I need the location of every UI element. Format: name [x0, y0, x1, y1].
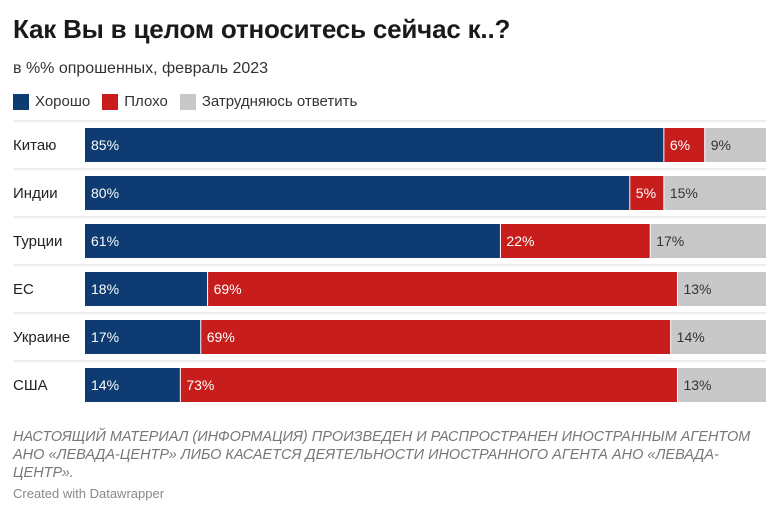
bar-segment: [704, 128, 766, 162]
stacked-bar-chart: Китаю 85% 6% 9% Индии 80% 5% 15% Турции 61% 22% 17%…: [13, 120, 766, 402]
bar-segment: [663, 128, 705, 162]
bar-segment: [85, 320, 201, 354]
data-label: 5%: [636, 185, 656, 201]
data-label: 13%: [683, 377, 711, 393]
bar-segment: [207, 272, 678, 306]
data-label: 61%: [91, 233, 119, 249]
data-label: 14%: [91, 377, 119, 393]
data-label: 14%: [677, 329, 705, 345]
bar-segment: [650, 224, 766, 258]
category-label: Турции: [13, 233, 62, 250]
legend: Хорошо Плохо Затрудняюсь ответить: [13, 93, 369, 110]
data-label: 22%: [506, 233, 534, 249]
bar-segment: [200, 320, 671, 354]
bar-segment: [670, 320, 766, 354]
bar-segment: [85, 176, 630, 210]
bar-segment: [85, 368, 181, 402]
chart-subtitle: в %% опрошенных, февраль 2023: [13, 60, 269, 77]
data-label: 17%: [656, 233, 684, 249]
legend-label-unsure: Затрудняюсь ответить: [201, 93, 358, 110]
category-label: ЕС: [13, 281, 34, 298]
bar-segment: [629, 176, 664, 210]
data-label: 13%: [683, 281, 711, 297]
bar-segment: [85, 272, 208, 306]
bar-segment: [663, 176, 766, 210]
foreign-agent-note: НАСТОЯЩИЙ МАТЕРИАЛ (ИНФОРМАЦИЯ) ПРОИЗВЕД…: [13, 429, 751, 481]
data-label: 6%: [670, 137, 690, 153]
legend-swatch-unsure: [179, 93, 196, 110]
bar-segment: [677, 272, 766, 306]
legend-label-good: Хорошо: [35, 93, 91, 110]
datawrapper-credit: Created with Datawrapper: [13, 486, 165, 501]
category-label: США: [13, 377, 48, 394]
legend-item-unsure: Затрудняюсь ответить: [179, 93, 358, 110]
bar-segment: [180, 368, 678, 402]
data-label: 17%: [91, 329, 119, 345]
bar-segment: [85, 224, 501, 258]
category-label: Индии: [13, 185, 58, 202]
legend-item-good: Хорошо: [13, 93, 90, 110]
bar-segment: [500, 224, 651, 258]
data-label: 80%: [91, 185, 119, 201]
legend-swatch-good: [13, 93, 29, 110]
data-label: 9%: [711, 137, 731, 153]
data-label: 69%: [207, 329, 235, 345]
chart-title: Как Вы в целом относитесь сейчас к..?: [13, 14, 511, 44]
data-label: 73%: [186, 377, 214, 393]
bar-segment: [85, 128, 664, 162]
legend-swatch-bad: [102, 93, 119, 110]
legend-item-bad: Плохо: [102, 93, 168, 110]
data-label: 85%: [91, 137, 119, 153]
data-label: 18%: [91, 281, 119, 297]
bar-segment: [677, 368, 766, 402]
data-label: 15%: [670, 185, 698, 201]
category-label: Китаю: [13, 137, 56, 154]
category-label: Украине: [13, 329, 70, 346]
legend-label-bad: Плохо: [124, 93, 168, 110]
data-label: 69%: [214, 281, 242, 297]
